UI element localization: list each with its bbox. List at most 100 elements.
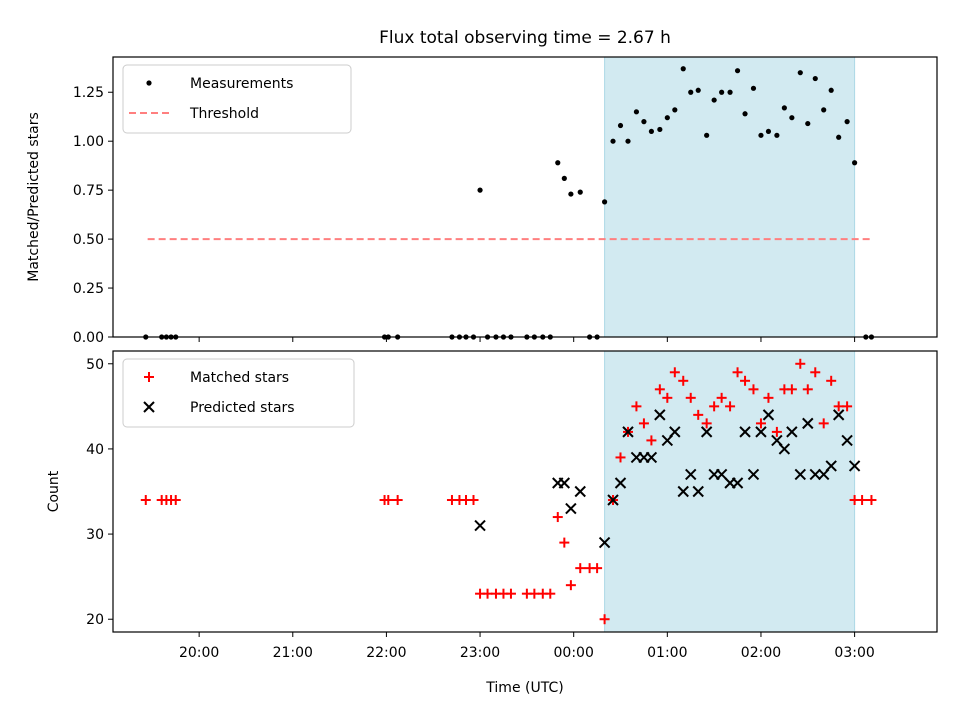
measurement-point (648, 128, 655, 135)
y-tick-label: 0.75 (73, 183, 104, 199)
measurement-point (680, 66, 686, 72)
cross-stroke (692, 485, 704, 498)
cross-stroke (731, 477, 744, 489)
matched-star-point (638, 418, 649, 429)
predicted-star-point (677, 485, 689, 498)
measurement-point (781, 105, 787, 111)
cross-stroke (755, 426, 767, 438)
matched-star-point (740, 375, 751, 386)
matched-star-point (662, 392, 673, 403)
matched-star-point (545, 588, 556, 599)
matched-star-point (615, 452, 626, 463)
predicted-star-point (832, 409, 845, 421)
measurement-point (836, 134, 842, 140)
predicted-star-point (802, 417, 814, 430)
measurement-point (568, 191, 574, 197)
legend: Matched stars Predicted stars (122, 358, 355, 428)
measurement-point (765, 128, 772, 135)
cross-stroke (778, 443, 791, 455)
measurement-point (477, 187, 483, 193)
cross-stroke (802, 417, 814, 430)
matched-star-point (826, 375, 837, 386)
measurement-point (695, 87, 701, 93)
matched-star-point (818, 418, 829, 429)
cross-stroke (558, 477, 571, 489)
matched-star-point (565, 580, 576, 591)
matched-star-point (631, 401, 642, 412)
measurement-point (657, 126, 663, 133)
measurement-point (555, 160, 561, 166)
matched-star-point (842, 401, 853, 412)
cross-stroke (841, 434, 853, 447)
chart-title: Flux total observing time = 2.67 h (379, 28, 671, 48)
y-tick-label: 1.00 (73, 134, 104, 150)
measurement-point (719, 89, 725, 95)
cross-stroke (794, 468, 806, 481)
predicted-star-point (622, 426, 634, 438)
y-tick-label: 0.50 (73, 232, 104, 248)
measurement-point (789, 115, 795, 121)
cross-stroke (669, 426, 681, 438)
matched-star-point (693, 409, 704, 420)
cross-stroke (565, 502, 577, 515)
predicted-star-point (755, 426, 767, 438)
matched-star-point (669, 367, 680, 378)
cross-stroke (622, 426, 634, 438)
axes-frame (112, 350, 938, 633)
predicted-star-point (786, 426, 798, 438)
measurement-point (688, 89, 694, 95)
cross-stroke (474, 519, 486, 532)
observing-span (604, 350, 856, 633)
matched-star-point (795, 358, 806, 369)
matched-star-point (468, 495, 479, 506)
predicted-star-point (739, 426, 751, 438)
bottom-panel: 20 30 40 50 20:00 21:00 22:00 23:00 00:00 01:00 02… (46, 350, 938, 661)
predicted-star-point (762, 409, 775, 421)
predicted-star-point (848, 460, 861, 472)
cross-stroke (598, 536, 611, 549)
matched-star-point (725, 401, 736, 412)
measurement-point (828, 87, 834, 93)
matched-star-point (802, 384, 813, 395)
predicted-star-point (692, 485, 704, 498)
predicted-star-point (614, 477, 627, 489)
matched-star-point (654, 384, 665, 395)
matched-star-point (866, 495, 877, 506)
matched-star-point (505, 588, 516, 599)
predicted-star-point (598, 536, 611, 549)
predicted-star-point (841, 434, 853, 447)
measurement-point (704, 132, 710, 138)
measurement-point (711, 97, 717, 103)
cross-stroke (574, 485, 586, 498)
predicted-star-point (809, 468, 821, 481)
legend-box (122, 358, 355, 428)
cross-stroke (771, 434, 783, 447)
matched-star-point (140, 495, 151, 506)
measurement-point (750, 85, 757, 91)
matched-star-point (592, 563, 603, 574)
y-axis-label: Count (46, 470, 62, 512)
cross-stroke (848, 460, 861, 472)
matched-star-point (575, 563, 586, 574)
matched-star-point (482, 588, 493, 599)
matched-star-point (383, 495, 394, 506)
legend-label: Threshold (189, 106, 259, 122)
matched-star-point (701, 418, 712, 429)
predicted-star-point (558, 477, 571, 489)
cross-stroke (786, 426, 798, 438)
matched-star-point (709, 401, 720, 412)
y-tick-label: 50 (86, 357, 104, 373)
matched-star-point (392, 495, 403, 506)
matched-star-point (529, 588, 540, 599)
matched-star-point (678, 375, 689, 386)
measurement-point (758, 132, 764, 138)
y-axis-label: Matched/Predicted stars (26, 112, 42, 282)
x-tick-label: 23:00 (460, 645, 500, 661)
x-tick-label: 00:00 (554, 645, 594, 661)
top-panel: 0.00 0.25 0.50 0.75 1.00 1.25 Matched/Predicte… (26, 56, 938, 346)
y-tick-label: 0.25 (73, 281, 104, 297)
x-tick-label: 02:00 (741, 645, 781, 661)
cross-stroke (677, 485, 689, 498)
predicted-star-point (645, 451, 658, 464)
cross-stroke (747, 468, 760, 481)
